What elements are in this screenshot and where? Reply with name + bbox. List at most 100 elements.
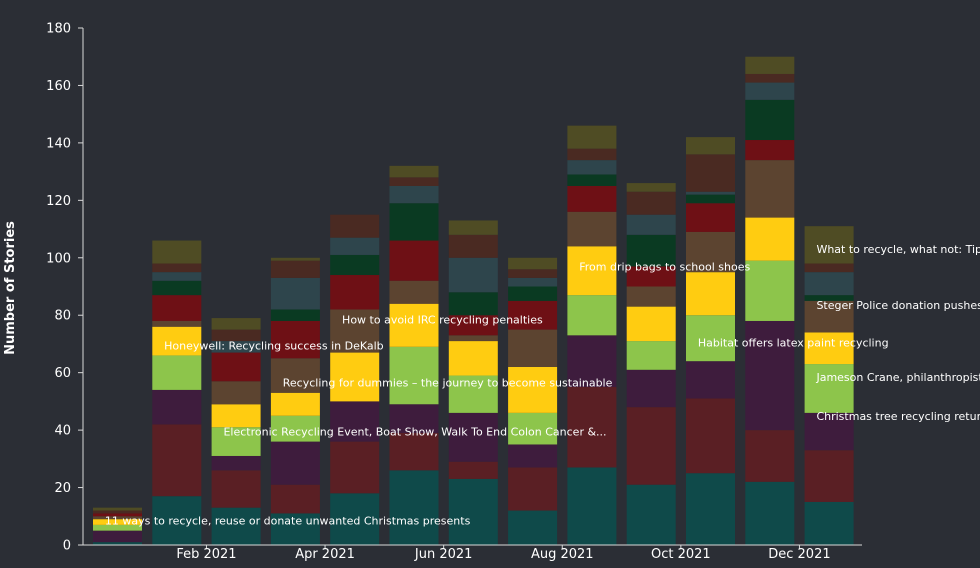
bar-segment	[389, 185, 439, 204]
bar-segment	[508, 444, 558, 468]
bar-segment	[686, 137, 735, 155]
bar-segment	[330, 352, 380, 402]
y-tick-label: 80	[54, 309, 71, 324]
bar-segment	[152, 272, 202, 281]
bar-segment	[448, 375, 498, 413]
bar-segment	[389, 404, 439, 433]
bar-segment	[93, 519, 142, 525]
bar-segment	[270, 513, 320, 545]
story-annotation: How to avoid IRC recycling penalties	[342, 314, 543, 327]
x-ticks: Feb 2021 Apr 2021 Jun 2021 Aug 2021 Oct 2021…	[176, 545, 831, 562]
bar-segment	[804, 263, 854, 273]
bar-segment	[270, 441, 320, 485]
bar-segment	[745, 430, 795, 482]
bar-segment	[152, 424, 202, 497]
bar-segment	[448, 335, 498, 342]
bar-segment	[270, 260, 320, 278]
bar-segment	[389, 346, 439, 405]
bar-segment	[448, 461, 498, 479]
bar-segment	[93, 513, 142, 517]
bar-segment	[152, 295, 202, 321]
x-tick-label: Jun 2021	[414, 547, 473, 562]
bar-segment	[804, 450, 854, 502]
bar-segment	[804, 272, 854, 296]
bar-segment	[270, 358, 320, 393]
bar-segment	[448, 257, 498, 293]
bar-segment	[211, 341, 261, 353]
bar-segment	[686, 191, 735, 195]
story-annotation: Habitat offers latex paint recycling	[698, 337, 889, 350]
bar-segment	[211, 470, 261, 508]
bar-segment	[270, 415, 320, 442]
bar-segment	[389, 303, 439, 347]
bar-segment	[508, 412, 558, 445]
bar-segment	[567, 185, 617, 212]
x-tick-label: Dec 2021	[768, 547, 830, 562]
y-tick-label: 100	[46, 251, 71, 266]
bar-segment	[152, 389, 202, 425]
bar-segment	[152, 240, 202, 264]
bar-segment	[567, 125, 617, 149]
bar-segment	[745, 217, 795, 261]
bar-segment	[508, 269, 558, 278]
bar-segment	[686, 315, 735, 362]
y-tick-label: 180	[46, 22, 71, 37]
bar-segment	[330, 441, 380, 494]
bar-segment	[804, 501, 854, 545]
bar-segment	[270, 484, 320, 514]
bar-segment	[686, 361, 735, 399]
bar-segment	[152, 263, 202, 273]
y-tick-label: 120	[46, 194, 71, 209]
story-annotation: From drip bags to school shoes	[579, 260, 750, 273]
bar-segment	[745, 73, 795, 83]
y-tick-label: 20	[54, 481, 71, 496]
bar-segment	[686, 203, 735, 232]
bar-segment	[804, 226, 854, 264]
bar-segment	[745, 99, 795, 141]
bar-segment	[567, 335, 617, 388]
bar-segment	[152, 326, 202, 356]
bar-segment	[686, 398, 735, 474]
bar-segment	[508, 286, 558, 301]
bar-segment	[745, 56, 795, 74]
bar-segment	[745, 160, 795, 218]
bar-segment	[567, 467, 617, 545]
bar-segment	[567, 148, 617, 161]
bar-segment	[686, 231, 735, 273]
y-tick-label: 60	[54, 366, 71, 381]
bar-segment	[508, 329, 558, 367]
bar-segment	[567, 211, 617, 247]
bar-segment	[508, 366, 558, 413]
bar-segment	[93, 524, 142, 531]
bar-segment	[448, 412, 498, 462]
x-tick-label: Apr 2021	[295, 547, 355, 562]
bar-segment	[745, 140, 795, 161]
story-annotation: 11 ways to recycle, reuse or donate unwa…	[105, 515, 471, 528]
bar-segment	[745, 320, 795, 431]
bar-segment	[330, 493, 380, 545]
bar-segment	[567, 174, 617, 186]
bar-segment	[567, 295, 617, 336]
bar-segment	[389, 280, 439, 304]
bar-segment	[152, 355, 202, 390]
bar-segment	[626, 234, 676, 267]
bar-segment	[211, 427, 261, 456]
bar-segment	[389, 203, 439, 241]
bar-segment	[211, 381, 261, 405]
bar-segment	[626, 286, 676, 307]
story-annotation: Christmas tree recycling returns	[816, 410, 980, 423]
bar-segment	[686, 154, 735, 192]
bar-segment	[626, 341, 676, 370]
x-tick-label: Feb 2021	[176, 547, 236, 562]
bar-segment	[745, 481, 795, 545]
bar-segment	[330, 214, 380, 238]
bar-segment	[270, 257, 320, 261]
bar-segment	[804, 412, 854, 451]
bar-segment	[448, 234, 498, 258]
bar-segment	[211, 404, 261, 428]
bar-segment	[270, 309, 320, 321]
bar-segment	[270, 392, 320, 416]
bar-segment	[567, 246, 617, 296]
bar-segment	[389, 165, 439, 178]
bar-segment	[626, 191, 676, 215]
